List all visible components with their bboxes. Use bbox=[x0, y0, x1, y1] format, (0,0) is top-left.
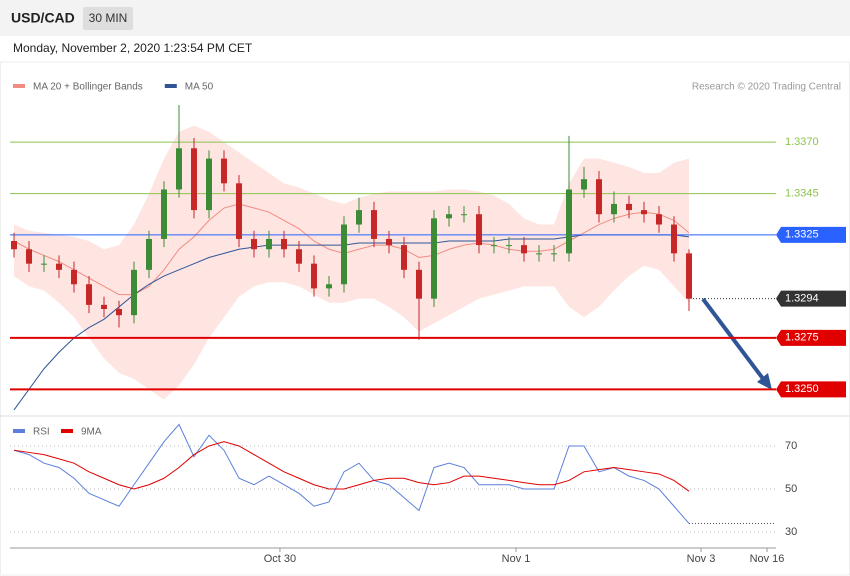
legend-swatch bbox=[13, 84, 25, 88]
candle-body bbox=[671, 224, 677, 254]
candle-body bbox=[251, 238, 257, 250]
level-tag bbox=[776, 329, 846, 346]
timeframe-box bbox=[83, 7, 133, 30]
legend-label: MA 20 + Bollinger Bands bbox=[33, 82, 143, 93]
symbol: USD/CAD bbox=[11, 10, 75, 26]
candle-body bbox=[101, 304, 107, 309]
legend-swatch bbox=[164, 84, 177, 88]
legend-swatch bbox=[61, 429, 73, 433]
header-bar bbox=[0, 0, 850, 36]
y-tick-label: 50 bbox=[785, 483, 797, 495]
level-tag bbox=[776, 290, 846, 307]
y-tick-label: 70 bbox=[785, 440, 797, 452]
candle-body bbox=[431, 218, 437, 299]
candle-body bbox=[536, 253, 542, 255]
y-tick-label: 30 bbox=[785, 526, 797, 538]
candle-body bbox=[161, 189, 167, 239]
candle-body bbox=[86, 284, 92, 305]
candle-body bbox=[296, 249, 302, 264]
level-label: 1.3275 bbox=[785, 332, 819, 344]
candle-body bbox=[581, 179, 587, 190]
candle-body bbox=[131, 269, 137, 316]
candle-body bbox=[116, 308, 122, 316]
candle-body bbox=[56, 263, 62, 270]
candle-body bbox=[146, 238, 152, 270]
candle-body bbox=[311, 263, 317, 289]
level-tag bbox=[776, 381, 846, 398]
x-tick-label: Nov 3 bbox=[687, 553, 716, 565]
legend-label: RSI bbox=[33, 427, 50, 438]
candle-body bbox=[281, 238, 287, 250]
bollinger-band bbox=[14, 125, 689, 400]
level-label: 1.3294 bbox=[785, 293, 819, 305]
candle-body bbox=[641, 210, 647, 215]
candle-body bbox=[656, 214, 662, 225]
timestamp: Monday, November 2, 2020 1:23:54 PM CET bbox=[13, 41, 253, 55]
candle-body bbox=[596, 179, 602, 215]
level-label: 1.3250 bbox=[785, 383, 819, 395]
forecast-arrow bbox=[701, 297, 769, 386]
x-tick-label: Nov 16 bbox=[750, 553, 785, 565]
candle-body bbox=[386, 238, 392, 246]
candle-body bbox=[521, 245, 527, 254]
candle-body bbox=[506, 245, 512, 247]
legend-label: MA 50 bbox=[185, 82, 214, 93]
ma20-line bbox=[13, 203, 690, 296]
candle-body bbox=[626, 203, 632, 211]
candle-body bbox=[266, 238, 272, 250]
series-line bbox=[13, 423, 690, 524]
candle-body bbox=[566, 189, 572, 254]
candle-body bbox=[341, 224, 347, 285]
candle-body bbox=[371, 210, 377, 239]
candle-body bbox=[686, 253, 692, 299]
x-tick-label: Nov 1 bbox=[502, 553, 531, 565]
level-tag bbox=[776, 226, 846, 243]
candle-body bbox=[41, 263, 47, 265]
legend-swatch bbox=[13, 429, 25, 433]
candle-body bbox=[416, 269, 422, 299]
credit: Research © 2020 Trading Central bbox=[692, 82, 841, 93]
legend-label: 9MA bbox=[81, 427, 102, 438]
forecast-arrow-head bbox=[757, 373, 772, 390]
series-line bbox=[13, 441, 690, 492]
candle-body bbox=[236, 183, 242, 239]
ma50-line bbox=[13, 234, 690, 411]
level-label: 1.3370 bbox=[785, 136, 819, 148]
candle-body bbox=[461, 214, 467, 216]
candle-body bbox=[446, 214, 452, 219]
candle-body bbox=[356, 210, 362, 225]
candle-body bbox=[476, 214, 482, 246]
x-tick-label: Oct 30 bbox=[264, 553, 296, 565]
candle-body bbox=[11, 241, 17, 250]
level-label: 1.3345 bbox=[785, 188, 819, 200]
timeframe: 30 MIN bbox=[89, 11, 128, 25]
level-label: 1.3325 bbox=[785, 229, 819, 241]
candle-body bbox=[176, 148, 182, 190]
candle-body bbox=[611, 203, 617, 215]
candle-body bbox=[401, 245, 407, 270]
candle-body bbox=[326, 284, 332, 289]
candle-body bbox=[191, 148, 197, 211]
candle-body bbox=[551, 253, 557, 255]
candle-body bbox=[71, 269, 77, 285]
candle-body bbox=[221, 158, 227, 184]
candle-body bbox=[491, 245, 497, 247]
candle-body bbox=[26, 249, 32, 264]
candle-body bbox=[206, 158, 212, 211]
